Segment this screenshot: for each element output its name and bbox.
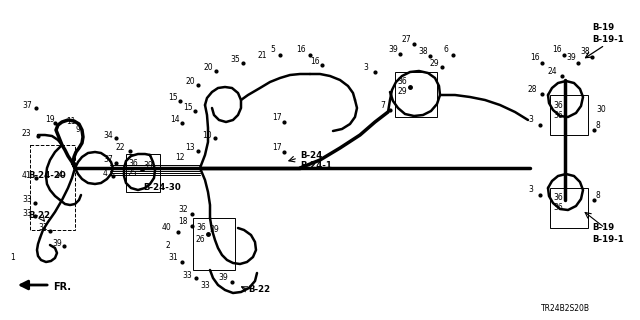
Text: 5: 5 bbox=[270, 45, 275, 54]
Text: 8: 8 bbox=[596, 190, 601, 199]
Text: 34: 34 bbox=[103, 131, 113, 140]
Bar bbox=[30, 145, 75, 230]
Text: 25: 25 bbox=[128, 170, 138, 179]
Text: 36: 36 bbox=[397, 77, 407, 86]
Text: B-19-1: B-19-1 bbox=[592, 36, 624, 44]
Text: 16: 16 bbox=[530, 53, 540, 62]
Text: 36: 36 bbox=[196, 223, 205, 233]
Text: 35: 35 bbox=[230, 55, 240, 65]
Text: 39: 39 bbox=[52, 238, 61, 247]
Text: 40: 40 bbox=[162, 223, 172, 233]
Text: 39: 39 bbox=[388, 45, 397, 54]
Text: 36: 36 bbox=[553, 110, 563, 119]
Text: 6: 6 bbox=[444, 45, 449, 54]
Text: 15: 15 bbox=[168, 93, 178, 102]
Text: 19: 19 bbox=[45, 116, 54, 124]
Text: 3: 3 bbox=[363, 63, 368, 73]
Text: 23: 23 bbox=[22, 129, 31, 138]
Bar bbox=[126, 154, 160, 192]
Bar bbox=[193, 218, 235, 270]
Text: B-24-20: B-24-20 bbox=[28, 171, 66, 180]
Text: 10: 10 bbox=[202, 131, 212, 140]
Text: 18: 18 bbox=[178, 218, 188, 227]
Text: 7: 7 bbox=[380, 100, 385, 109]
Text: 41: 41 bbox=[22, 171, 31, 180]
Text: 24: 24 bbox=[548, 68, 557, 76]
Text: 3: 3 bbox=[528, 186, 533, 195]
Text: 37: 37 bbox=[22, 100, 32, 109]
Text: 33: 33 bbox=[22, 196, 32, 204]
Text: 21: 21 bbox=[258, 51, 268, 60]
Text: B-24-1: B-24-1 bbox=[300, 161, 332, 170]
Text: 27: 27 bbox=[402, 36, 412, 44]
Text: B-19: B-19 bbox=[592, 23, 614, 33]
Text: 31: 31 bbox=[168, 253, 178, 262]
Text: 29: 29 bbox=[430, 59, 440, 68]
Text: 9: 9 bbox=[75, 125, 80, 134]
Text: FR.: FR. bbox=[53, 282, 71, 292]
Text: 20: 20 bbox=[203, 63, 212, 73]
Text: 33: 33 bbox=[22, 209, 32, 218]
Text: 39: 39 bbox=[566, 53, 576, 62]
Text: 33: 33 bbox=[200, 281, 210, 290]
Text: 30: 30 bbox=[596, 106, 605, 115]
Text: B-24-30: B-24-30 bbox=[143, 183, 180, 193]
Bar bbox=[550, 188, 588, 228]
Text: 28: 28 bbox=[528, 85, 538, 94]
Text: 36: 36 bbox=[128, 159, 138, 169]
Text: 36: 36 bbox=[553, 204, 563, 212]
Text: 14: 14 bbox=[170, 116, 180, 124]
Text: 17: 17 bbox=[272, 114, 282, 123]
Text: 17: 17 bbox=[272, 143, 282, 153]
Text: B-22: B-22 bbox=[248, 285, 270, 294]
Text: 29: 29 bbox=[397, 87, 406, 97]
Text: B-19: B-19 bbox=[592, 223, 614, 233]
Text: 13: 13 bbox=[185, 143, 195, 153]
Text: 16: 16 bbox=[296, 45, 306, 54]
Text: 20: 20 bbox=[185, 77, 195, 86]
Text: 4: 4 bbox=[103, 169, 108, 178]
Text: 12: 12 bbox=[175, 154, 184, 163]
Text: 22: 22 bbox=[116, 143, 125, 153]
Text: 31: 31 bbox=[38, 223, 47, 233]
Text: 33: 33 bbox=[182, 270, 192, 279]
Text: 3: 3 bbox=[528, 116, 533, 124]
Text: TR24B2S20B: TR24B2S20B bbox=[541, 304, 590, 313]
Text: 38: 38 bbox=[580, 47, 589, 57]
Text: 36: 36 bbox=[553, 100, 563, 109]
Text: 39: 39 bbox=[218, 274, 228, 283]
Text: 36: 36 bbox=[553, 194, 563, 203]
Text: B-19-1: B-19-1 bbox=[592, 236, 624, 244]
Text: 32: 32 bbox=[178, 205, 188, 214]
Text: 39: 39 bbox=[209, 226, 219, 235]
Text: 2: 2 bbox=[165, 241, 170, 250]
Text: 16: 16 bbox=[310, 58, 319, 67]
Text: B-24: B-24 bbox=[300, 150, 323, 159]
Bar bbox=[550, 95, 588, 135]
Bar bbox=[395, 72, 437, 117]
Text: 15: 15 bbox=[183, 103, 193, 113]
Text: 1: 1 bbox=[10, 253, 15, 262]
Text: 39: 39 bbox=[143, 161, 153, 170]
Text: 11: 11 bbox=[66, 117, 76, 126]
Text: 37: 37 bbox=[103, 156, 113, 164]
Text: 26: 26 bbox=[196, 236, 205, 244]
Text: 8: 8 bbox=[596, 121, 601, 130]
Text: B-22: B-22 bbox=[28, 211, 50, 220]
Text: 16: 16 bbox=[552, 45, 562, 54]
Text: 38: 38 bbox=[418, 47, 428, 57]
